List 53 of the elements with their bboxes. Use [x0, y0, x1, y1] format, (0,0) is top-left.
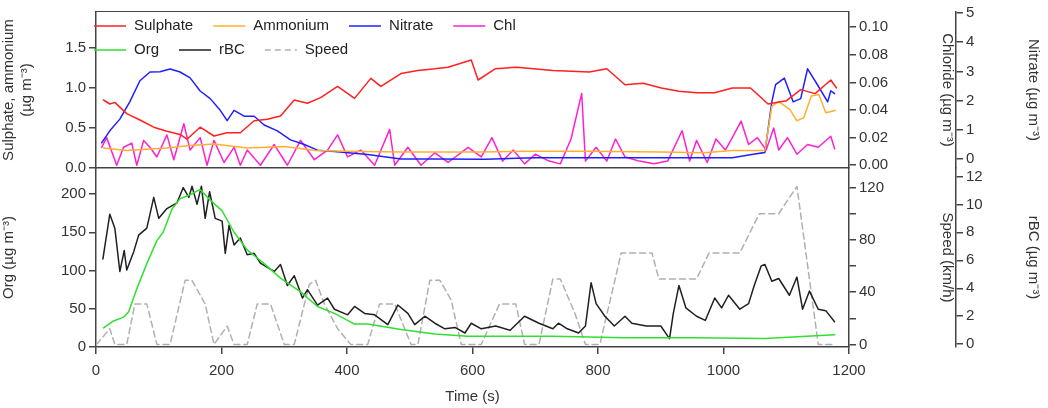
legend-label: Ammonium — [253, 16, 330, 34]
y-axis-title: Sulphate, ammonium (µg m⁻³) — [0, 19, 35, 161]
y3-tick-label: 6 — [966, 250, 975, 268]
y2-tick-label: 0.06 — [859, 72, 889, 90]
y3-tick-label: 0 — [966, 334, 975, 352]
y2-tick-label: 0.08 — [859, 44, 889, 62]
y2-tick-label: 0.04 — [859, 100, 889, 118]
y2-tick-label: 40 — [859, 282, 876, 300]
legend-label: Sulphate — [134, 16, 194, 34]
x-tick-label: 0 — [91, 361, 101, 379]
y3-axis-title: Nitrate (µg m⁻³) — [1025, 39, 1043, 141]
y-tick-label: 1.5 — [65, 38, 86, 56]
y2-tick-label: 0 — [859, 334, 868, 352]
y3-tick-label: 3 — [966, 61, 975, 79]
y3-tick-label: 1 — [966, 120, 975, 138]
y-tick-label: 0.5 — [65, 118, 86, 136]
y3-tick-label: 4 — [966, 32, 975, 50]
y3-tick-label: 0 — [966, 149, 975, 167]
y-tick-label: 0 — [77, 337, 86, 355]
x-tick-label: 800 — [585, 361, 611, 379]
x-tick-label: 600 — [459, 361, 486, 379]
y3-axis-title: rBC (µg m⁻³) — [1025, 215, 1043, 300]
y3-tick-label: 4 — [966, 278, 975, 296]
y2-axis-title: Speed (km/h) — [939, 212, 957, 303]
x-tick-label: 1200 — [832, 361, 866, 379]
x-tick-label: 200 — [208, 361, 235, 379]
legend-label: Chl — [493, 16, 516, 34]
y2-tick-label: 0.00 — [859, 155, 889, 173]
legend-label: rBC — [219, 40, 245, 58]
y2-tick-label: 0.10 — [859, 17, 889, 35]
legend-label: Org — [134, 40, 160, 58]
y-tick-label: 150 — [60, 222, 86, 240]
y-axis-title: Org (µg m⁻³) — [0, 216, 17, 299]
y3-tick-label: 8 — [966, 222, 975, 240]
y-tick-label: 200 — [60, 184, 86, 202]
legend-label: Speed — [304, 40, 349, 58]
y3-tick-label: 10 — [966, 194, 983, 212]
x-tick-label: 1000 — [706, 361, 741, 379]
y3-tick-label: 12 — [966, 166, 983, 184]
y-tick-label: 100 — [60, 260, 86, 278]
y3-tick-label: 5 — [966, 3, 975, 21]
y2-axis-title: Chloride (µg m⁻³) — [939, 33, 957, 147]
y3-tick-label: 2 — [966, 90, 975, 108]
y-tick-label: 0.0 — [65, 158, 86, 176]
y-tick-label: 50 — [69, 298, 86, 316]
y3-tick-label: 2 — [966, 306, 975, 324]
y2-tick-label: 80 — [859, 230, 876, 247]
x-tick-label: 400 — [334, 361, 360, 379]
y-tick-label: 1.0 — [65, 78, 86, 96]
y2-tick-label: 120 — [859, 177, 885, 195]
x-axis-title: Time (s) — [445, 387, 500, 405]
legend-label: Nitrate — [389, 16, 434, 34]
y2-tick-label: 0.02 — [859, 127, 889, 145]
